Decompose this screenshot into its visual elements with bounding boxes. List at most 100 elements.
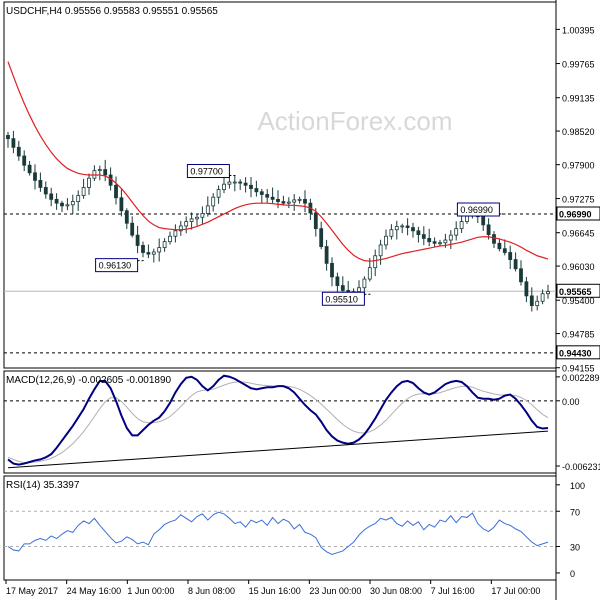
- candle-body: [243, 182, 248, 186]
- price-level-box: [556, 283, 600, 298]
- candle-body: [513, 259, 518, 270]
- price-annotation-label: 0.96130: [99, 261, 132, 271]
- candle-body: [313, 212, 318, 230]
- price-level-label: 0.94430: [559, 348, 592, 358]
- candle-body: [481, 216, 486, 226]
- price-annotation-box: [186, 164, 230, 179]
- rsi-line: [7, 511, 549, 555]
- candle-body: [103, 169, 108, 176]
- candle-body: [486, 224, 491, 236]
- candle-body: [330, 262, 334, 278]
- price-level-label: 0.96990: [559, 210, 592, 220]
- watermark: ActionForex.com: [257, 106, 452, 136]
- price-panel: [3, 1, 557, 369]
- macd-title: MACD(12,26,9) -0.002605 -0.001890: [6, 375, 172, 386]
- candle-body: [502, 248, 507, 253]
- price-level-box: [556, 206, 600, 221]
- x-tick-label: 15 Jun 16:00: [249, 586, 301, 596]
- candle-body: [130, 222, 135, 236]
- candle-body: [168, 235, 172, 243]
- candle-body: [205, 205, 210, 214]
- candle-body: [216, 189, 221, 198]
- candle-body: [119, 197, 124, 212]
- x-tick-label: 17 Jul 00:00: [491, 586, 540, 596]
- candle-body: [76, 195, 81, 202]
- candle-body: [432, 241, 437, 244]
- price-tick-label: 0.95400: [562, 296, 595, 306]
- price-tick-label: 0.94785: [562, 330, 595, 340]
- candle-body: [54, 198, 59, 204]
- candle-body: [427, 238, 432, 243]
- candle-body: [546, 291, 550, 295]
- candle-body: [60, 202, 64, 207]
- candle-body: [324, 246, 329, 264]
- candle-body: [276, 198, 280, 202]
- candle-body: [265, 194, 270, 198]
- candle-body: [157, 247, 162, 253]
- candle-body: [238, 181, 243, 184]
- candle-body: [70, 201, 75, 206]
- rsi-tick-label: 0: [570, 569, 575, 579]
- candle-body: [81, 187, 86, 196]
- candle-body: [535, 300, 540, 307]
- price-annotation-label: 0.96990: [460, 205, 493, 215]
- price-tick-label: 0.96030: [562, 262, 595, 272]
- candle-body: [6, 134, 10, 140]
- candle-body: [524, 281, 529, 297]
- candle-body: [297, 198, 302, 201]
- candle-body: [529, 295, 534, 307]
- candle-body: [38, 179, 43, 188]
- candle-body: [340, 285, 345, 291]
- rsi-tick-label: 100: [570, 481, 585, 491]
- macd-tick-label: 0.002289: [562, 373, 600, 383]
- candle-body: [367, 267, 372, 280]
- candle-body: [384, 235, 388, 246]
- candle-body: [394, 226, 399, 231]
- candle-body: [281, 201, 286, 204]
- candle-body: [162, 241, 167, 249]
- price-level-box: [556, 345, 600, 360]
- candle-body: [319, 228, 324, 247]
- candle-body: [43, 187, 48, 195]
- x-tick-label: 30 Jun 08:00: [370, 586, 422, 596]
- candle-body: [270, 196, 275, 200]
- price-tick-label: 0.97900: [562, 161, 595, 171]
- candle-body: [438, 242, 442, 245]
- rsi-panel: [3, 475, 557, 581]
- candle-body: [292, 199, 297, 203]
- price-level-label: 0.95565: [559, 287, 592, 297]
- candle-body: [519, 268, 523, 283]
- candle-body: [97, 169, 102, 172]
- candle-body: [335, 276, 340, 286]
- candle-body: [400, 225, 405, 228]
- price-annotation-label: 0.97700: [190, 167, 223, 177]
- price-tick-label: 0.99765: [562, 60, 595, 70]
- candle-body: [448, 234, 453, 241]
- candle-body: [249, 184, 253, 189]
- price-tick-label: 0.98520: [562, 127, 595, 137]
- candle-body: [49, 193, 54, 200]
- candle-body: [178, 225, 183, 232]
- candle-body: [459, 221, 464, 230]
- candle-body: [443, 239, 448, 244]
- candle-body: [195, 216, 199, 220]
- macd-tick-label: 0.00: [562, 397, 580, 407]
- candle-body: [173, 230, 178, 237]
- price-tick-label: 0.94155: [562, 364, 595, 374]
- candle-body: [200, 213, 205, 218]
- price-annotation-box: [456, 202, 500, 217]
- price-annotation-label: 0.95510: [325, 294, 358, 304]
- x-tick-label: 7 Jul 16:00: [431, 586, 475, 596]
- x-tick-label: 17 May 2017: [6, 586, 58, 596]
- candle-body: [124, 210, 129, 224]
- candle-body: [508, 252, 513, 260]
- candle-body: [114, 184, 118, 199]
- candle-body: [211, 196, 216, 207]
- candle-body: [232, 181, 237, 184]
- candle-body: [33, 172, 37, 181]
- candle-body: [362, 278, 367, 289]
- candle-body: [189, 218, 194, 222]
- x-tick-label: 24 May 16:00: [67, 586, 122, 596]
- rsi-title: RSI(14) 35.3397: [6, 480, 80, 491]
